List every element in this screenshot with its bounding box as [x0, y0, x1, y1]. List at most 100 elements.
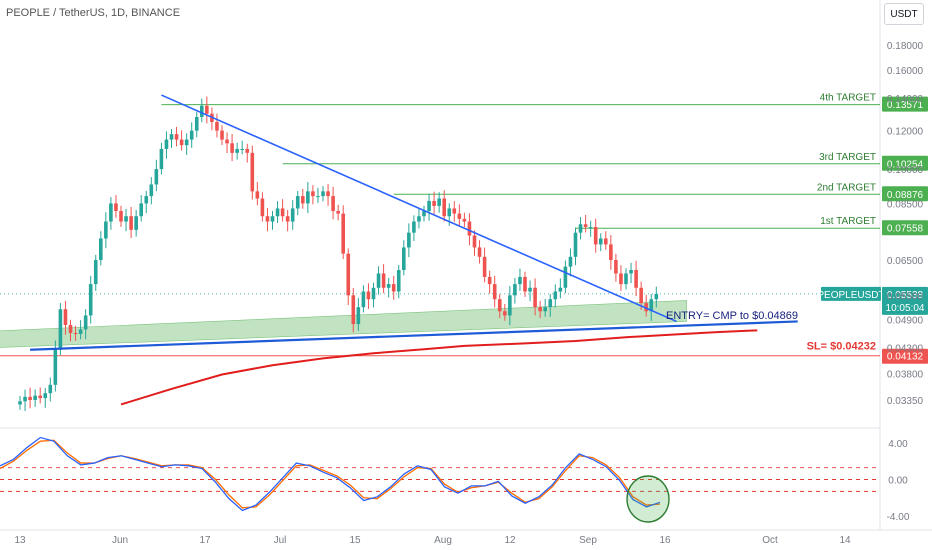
candle-body — [129, 216, 133, 230]
symbol-tag-label: PEOPLEUSDT — [817, 290, 884, 301]
stop-loss-label: SL= $0.04232 — [807, 341, 876, 353]
candle-body — [285, 216, 290, 222]
price-tick-label: 0.18000 — [887, 41, 924, 52]
candle-body — [275, 208, 280, 217]
oscillator-tick-label: 4.00 — [888, 439, 908, 450]
time-tick-label: Oct — [762, 535, 778, 546]
candle-body — [583, 224, 588, 228]
price-tick-label: 0.04300 — [887, 343, 924, 354]
candle-body — [331, 196, 335, 212]
time-tick-label: 17 — [199, 535, 211, 546]
candle-body — [396, 270, 401, 292]
price-tick-label: 0.12000 — [887, 127, 924, 138]
candle-body — [619, 273, 623, 285]
candle-body — [78, 329, 83, 334]
candle-body — [477, 247, 482, 257]
resistance-trendline — [161, 94, 677, 323]
candle-body — [174, 134, 179, 140]
candle-body — [134, 216, 138, 230]
candle-body — [99, 238, 103, 261]
time-tick-label: Jul — [274, 535, 287, 546]
price-tick-label: 0.14000 — [887, 94, 924, 105]
candle-body — [351, 295, 356, 325]
symbol-tag — [821, 286, 881, 301]
price-tick-label: 0.06500 — [887, 256, 924, 267]
candle-body — [518, 276, 522, 285]
target-price-tag — [882, 220, 928, 236]
price-tick-label: 0.08500 — [887, 199, 924, 210]
candle-body — [290, 208, 295, 222]
candle-body — [578, 224, 583, 233]
candle-body — [93, 260, 98, 285]
candle-body — [38, 395, 42, 399]
candle-body — [154, 169, 159, 185]
candle-body — [604, 238, 608, 245]
candle-body — [472, 235, 477, 248]
candle-body — [427, 200, 431, 212]
candle-body — [58, 309, 63, 350]
candle-body — [624, 273, 628, 285]
time-tick-label: 14 — [839, 535, 851, 546]
candle-body — [609, 244, 613, 261]
candle-body — [306, 191, 310, 204]
time-tick-label: Aug — [434, 535, 452, 546]
price-tick-label: 0.10000 — [887, 165, 924, 176]
candle-body — [361, 291, 366, 308]
candle-body — [68, 324, 73, 334]
candle-body — [28, 396, 32, 400]
target-price-label: 0.07558 — [887, 224, 924, 235]
candle-body — [376, 273, 381, 288]
support-zone — [0, 300, 687, 348]
stop-loss-price-tag — [882, 348, 928, 364]
candle-body — [326, 191, 330, 197]
candle-body — [255, 191, 260, 199]
candle-body — [386, 284, 391, 288]
candle-body — [523, 276, 527, 292]
candle-body — [104, 221, 108, 239]
candle-body — [503, 311, 507, 316]
time-tick-label: 12 — [504, 535, 516, 546]
candle-body — [457, 213, 462, 219]
candle-body — [568, 256, 573, 267]
candle-body — [407, 232, 411, 248]
candle-body — [548, 299, 553, 308]
candle-body — [63, 309, 68, 325]
countdown-label: 10:05:04 — [886, 303, 925, 314]
candle-body — [437, 198, 441, 206]
candle-body — [124, 216, 128, 222]
stop-loss-price-label: 0.04132 — [887, 352, 924, 363]
price-tick-label: 0.16000 — [887, 66, 924, 77]
candle-body — [513, 284, 517, 296]
candle-body — [88, 284, 93, 316]
candle-body — [366, 291, 371, 300]
candle-body — [614, 260, 618, 274]
candle-body — [225, 139, 229, 144]
symbol-title: PEOPLE / TetherUS, 1D, BINANCE — [6, 7, 181, 19]
price-tick-label: 0.04900 — [887, 316, 924, 327]
candle-body — [654, 293, 659, 300]
candle-body — [250, 152, 255, 192]
candle-body — [588, 227, 593, 229]
candle-body — [48, 384, 53, 394]
candle-body — [639, 287, 643, 304]
target-price-tag — [882, 186, 928, 202]
candle-body — [412, 221, 416, 233]
candle-body — [492, 284, 497, 300]
candle-body — [432, 200, 436, 206]
candle-body — [270, 216, 275, 222]
target-price-tag — [882, 96, 928, 112]
candle-body — [391, 284, 396, 292]
time-tick-label: 13 — [14, 535, 26, 546]
candle-body — [189, 130, 194, 140]
target-label: 1st TARGET — [820, 216, 876, 227]
candle-body — [235, 148, 239, 153]
candle-body — [593, 227, 598, 245]
candle-body — [321, 191, 325, 197]
candle-body — [43, 393, 48, 399]
currency-button[interactable]: USDT — [884, 3, 924, 25]
candle-body — [194, 116, 199, 131]
candle-body — [23, 396, 27, 402]
candle-body — [139, 203, 143, 217]
time-tick-label: Jun — [112, 535, 128, 546]
